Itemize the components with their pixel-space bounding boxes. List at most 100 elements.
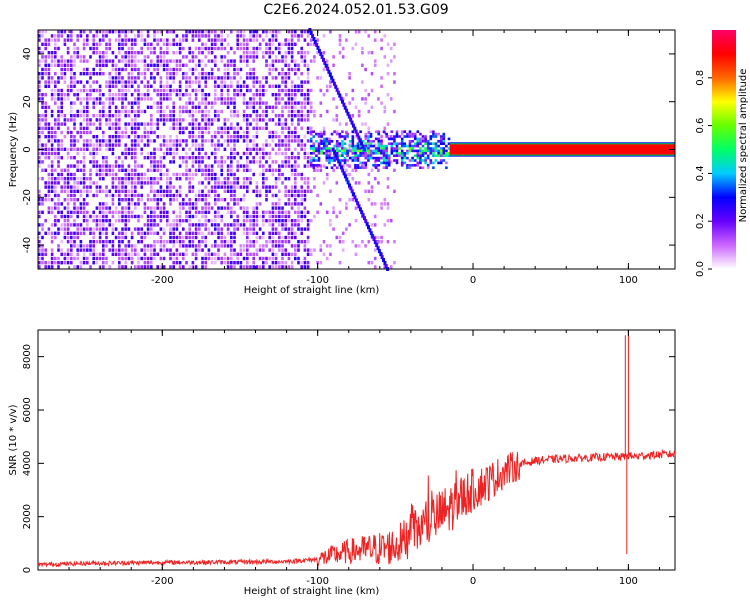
- spectrogram-cell: [89, 84, 92, 88]
- spectrogram-cell: [210, 30, 214, 34]
- spectrogram-cell: [274, 160, 278, 164]
- spectrogram-cell: [306, 219, 310, 223]
- spectrogram-cell: [230, 189, 233, 193]
- spectrogram-cell: [70, 164, 73, 168]
- spectrogram-cell: [178, 122, 182, 126]
- spectrogram-cell: [178, 93, 182, 97]
- spectrogram-cell: [322, 142, 326, 145]
- spectrogram-cell: [287, 97, 291, 101]
- spectrogram-cell: [274, 202, 278, 206]
- spectrogram-cell: [343, 135, 347, 138]
- spectrogram-cell: [143, 135, 147, 139]
- spectrogram-cell: [105, 256, 108, 261]
- spectrogram-cell: [124, 126, 127, 130]
- spectrogram-cell: [341, 231, 345, 235]
- spectrogram-cell: [137, 256, 140, 261]
- spectrogram-streak-point: [315, 42, 319, 47]
- spectrogram-cell: [60, 252, 63, 256]
- spectrogram-cell: [230, 210, 233, 214]
- spectrogram-cell: [44, 252, 47, 256]
- spectrogram-cell: [63, 252, 67, 256]
- spectrogram-cell: [335, 214, 339, 219]
- spectrogram-cell: [395, 159, 399, 162]
- spectrogram-cell: [408, 166, 412, 169]
- spectrogram-cell: [348, 147, 351, 151]
- spectrogram-cell: [95, 126, 99, 130]
- spectrogram-cell: [118, 248, 121, 252]
- spectrogram-cell: [105, 118, 108, 122]
- spectrogram-cell: [309, 130, 313, 133]
- spectrogram-cell: [330, 140, 334, 143]
- spectrogram-cell: [262, 261, 265, 265]
- spectrogram-cell: [406, 166, 409, 169]
- spectrogram-cell: [143, 122, 147, 126]
- spectrogram-cell: [191, 88, 195, 93]
- colorbar-label: Normalized spectral amplitude: [738, 69, 749, 223]
- spectrogram-cell: [284, 72, 287, 76]
- spectrogram-cell: [38, 135, 41, 139]
- spectrogram-cell: [309, 140, 313, 143]
- spectrogram-cell: [188, 223, 191, 227]
- spectrogram-cell: [249, 252, 252, 256]
- spectrogram-cell: [354, 144, 357, 148]
- spectrogram-cell: [233, 76, 236, 80]
- spectrogram-cell: [41, 235, 44, 240]
- spectrogram-cell: [265, 105, 268, 109]
- spectrogram-cell: [387, 159, 391, 162]
- spectrogram-cell: [214, 30, 217, 34]
- spectrogram-cell: [169, 84, 172, 88]
- spectrogram-cell: [159, 118, 163, 122]
- spectrogram-cell: [156, 55, 159, 59]
- spectrogram-cell: [191, 101, 195, 105]
- spectrogram-cell: [82, 202, 86, 206]
- spectrogram-cell: [242, 130, 246, 135]
- spectrogram-cell: [111, 80, 115, 84]
- spectrogram-cell: [207, 210, 211, 214]
- spectrogram-cell: [130, 261, 134, 265]
- spectrogram-cell: [156, 93, 159, 97]
- spectrogram-cell: [156, 198, 159, 202]
- spectrogram-cell: [210, 185, 214, 189]
- spectrogram-cell: [57, 256, 60, 261]
- spectrogram-cell: [303, 80, 307, 84]
- spectrogram-cell: [102, 55, 105, 59]
- spectrogram-cell: [316, 193, 319, 198]
- spectrogram-cell: [204, 84, 207, 88]
- spectrogram-cell: [134, 55, 137, 59]
- spectrogram-cell: [262, 93, 265, 97]
- spectrogram-cell: [50, 151, 54, 156]
- spectrogram-cell: [306, 51, 310, 55]
- spectrogram-cell: [322, 34, 326, 38]
- spectrogram-cell: [303, 55, 307, 59]
- spectrogram-cell: [393, 142, 396, 145]
- spectrogram-cell: [294, 181, 297, 185]
- spectrogram-cell: [79, 101, 83, 105]
- spectrogram-cell: [214, 42, 217, 46]
- spectrogram-cell: [118, 189, 121, 193]
- spectrogram-cell: [328, 161, 331, 165]
- spectrogram-streak-point: [369, 231, 373, 236]
- spectrogram-cell: [57, 206, 60, 210]
- spectrogram-cell: [121, 181, 124, 185]
- spectrogram-cell: [76, 46, 79, 51]
- spectrogram-cell: [217, 160, 220, 164]
- spectrogram-cell: [258, 244, 262, 248]
- spectrogram-cell: [290, 55, 294, 59]
- spectrogram-cell: [162, 109, 166, 114]
- spectrogram-cell: [389, 160, 393, 164]
- spectrogram-cell: [230, 151, 233, 156]
- spectrogram-cell: [166, 118, 169, 122]
- spectrogram-cell: [153, 248, 156, 252]
- spectrogram-cell: [162, 206, 166, 210]
- spectrogram-cell: [41, 160, 44, 164]
- spectrogram-cell: [194, 105, 198, 109]
- spectrogram-cell: [92, 67, 95, 72]
- spectrogram-cell: [111, 147, 115, 151]
- spectrogram-cell: [348, 101, 351, 105]
- spectrogram-cell: [361, 154, 365, 157]
- spectrogram-cell: [79, 189, 83, 193]
- spectrogram-cell: [281, 256, 284, 261]
- spectrogram-cell: [156, 109, 159, 114]
- spectrogram-cell: [73, 240, 76, 244]
- spectrogram-cell: [178, 193, 182, 198]
